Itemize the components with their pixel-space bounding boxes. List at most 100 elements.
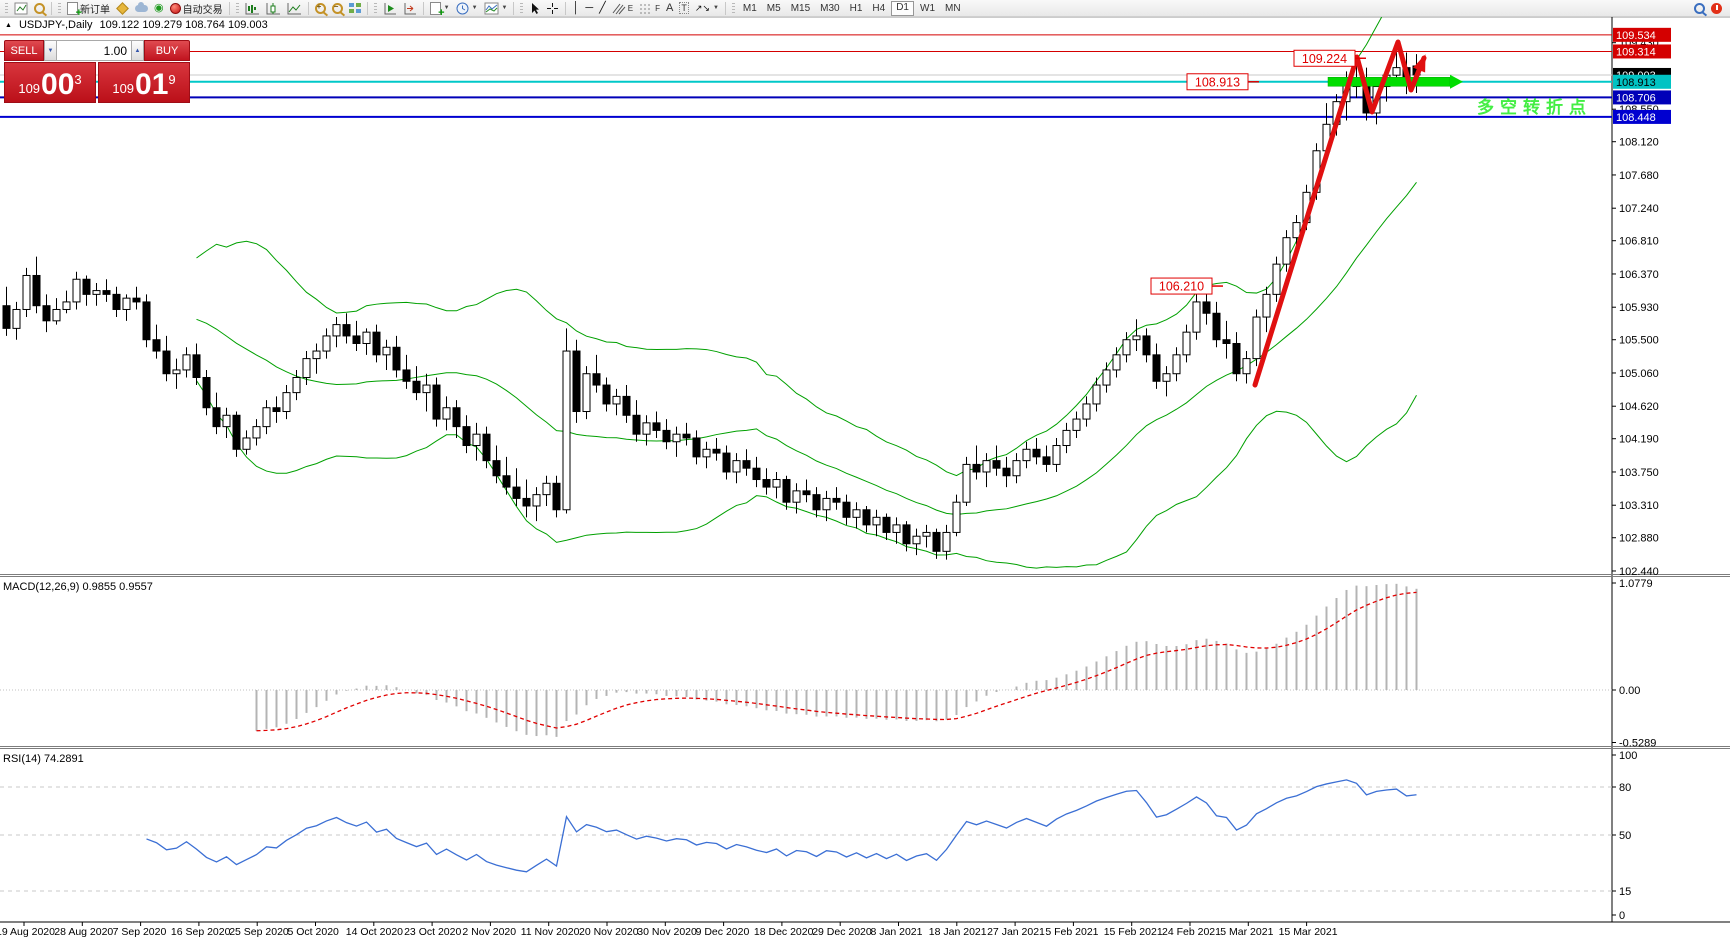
buy-button[interactable]: BUY (144, 40, 190, 61)
svg-text:9 Dec 2020: 9 Dec 2020 (696, 926, 750, 938)
chat-notification-icon[interactable] (1711, 2, 1722, 14)
arrows-icon: ↗↘ (694, 2, 710, 13)
cursor-icon (532, 2, 540, 14)
zoom-in-button[interactable]: + (312, 1, 329, 16)
auto-scroll-icon (384, 2, 396, 14)
annotations: 109.224 108.913 106.210 多空转折点 (1150, 39, 1586, 388)
svg-text:2 Nov 2020: 2 Nov 2020 (462, 926, 516, 938)
svg-text:107.240: 107.240 (1619, 203, 1659, 215)
crosshair-tool-button[interactable] (543, 1, 562, 16)
svg-text:-0.5289: -0.5289 (1619, 738, 1656, 750)
svg-text:105.500: 105.500 (1619, 335, 1659, 347)
tile-windows-icon (348, 3, 361, 13)
time-axis: 19 Aug 2020 28 Aug 2020 7 Sep 2020 16 Sep 2… (0, 922, 1338, 938)
svg-text:5 Feb 2021: 5 Feb 2021 (1045, 926, 1098, 938)
auto-trading-button[interactable]: 自动交易 (167, 1, 226, 16)
svg-text:50: 50 (1619, 830, 1631, 842)
timeframe-button-MN[interactable]: MN (945, 2, 961, 14)
auto-scroll-button[interactable] (380, 1, 400, 16)
text-tool-button[interactable]: A (663, 1, 676, 16)
vertical-line-tool-button[interactable]: │ (569, 1, 582, 16)
channel-tool-button[interactable]: F (636, 1, 663, 16)
svg-text:108.120: 108.120 (1619, 137, 1659, 149)
svg-text:103.310: 103.310 (1619, 500, 1659, 512)
cursor-tool-button[interactable] (526, 1, 543, 16)
volume-decrease-button[interactable]: ▼ (44, 40, 57, 61)
volume-input[interactable] (57, 40, 131, 61)
templates-button[interactable]: ▼ (481, 1, 511, 16)
svg-text:19 Aug 2020: 19 Aug 2020 (0, 926, 55, 938)
tile-windows-button[interactable] (346, 1, 364, 16)
candlestick-chart-button[interactable] (263, 1, 284, 16)
buy-price-box[interactable]: 109 01 9 (98, 62, 190, 103)
svg-text:7 Sep 2020: 7 Sep 2020 (113, 926, 167, 938)
svg-text:106.810: 106.810 (1619, 236, 1659, 248)
timeframe-button-H4[interactable]: H4 (872, 2, 886, 14)
clock-icon (456, 2, 469, 14)
timeframe-button-M1[interactable]: M1 (742, 2, 757, 14)
label-tool-button[interactable]: T (676, 1, 692, 16)
svg-text:15 Mar 2021: 15 Mar 2021 (1279, 926, 1338, 938)
indicators-icon (429, 1, 445, 19)
svg-text:25 Sep 2020: 25 Sep 2020 (229, 926, 289, 938)
search-icon (34, 2, 45, 14)
timeframe-button-H1[interactable]: H1 (849, 2, 863, 14)
timeframe-button-M5[interactable]: M5 (766, 2, 781, 14)
signal-button[interactable]: ◉ (151, 1, 167, 16)
trendline-tool-button[interactable]: ╱ (596, 1, 609, 16)
sell-price-box[interactable]: 109 00 3 (4, 62, 96, 103)
svg-text:0.00: 0.00 (1619, 685, 1640, 697)
svg-text:80: 80 (1619, 782, 1631, 794)
chart-shift-button[interactable] (400, 1, 420, 16)
svg-text:18 Jan 2021: 18 Jan 2021 (929, 926, 987, 938)
line-chart-icon (287, 2, 301, 14)
label-tool-icon: T (679, 2, 689, 14)
chart-window-icon (14, 2, 28, 14)
one-click-trading-panel: SELL ▼ ▲ BUY 109 00 3 109 01 9 (4, 40, 190, 103)
crosshair-icon (547, 2, 559, 14)
chevron-down-icon: ▼ (501, 5, 508, 11)
svg-text:105.060: 105.060 (1619, 368, 1659, 380)
timeframe-button-M15[interactable]: M15 (790, 2, 811, 14)
svg-text:11 Nov 2020: 11 Nov 2020 (521, 926, 580, 938)
fibonacci-tool-button[interactable]: E (609, 1, 636, 16)
svg-text:109.224: 109.224 (1302, 52, 1347, 66)
buy-price-sup: 9 (168, 72, 176, 87)
cloud-icon (135, 1, 148, 12)
search-icon[interactable] (1694, 2, 1705, 14)
market-watch-button[interactable] (31, 1, 48, 16)
timeframe-button-D1[interactable]: D1 (891, 0, 914, 16)
collapse-panel-icon[interactable]: ▲ (5, 21, 12, 29)
horizontal-line-tool-button[interactable]: ─ (582, 1, 596, 16)
main-price-pane (0, 17, 1612, 569)
svg-text:8 Jan 2021: 8 Jan 2021 (871, 926, 923, 938)
timeframe-button-W1[interactable]: W1 (920, 2, 935, 14)
cloud-button[interactable] (132, 1, 151, 16)
toolbar-grip (5, 2, 8, 14)
channel-icon (640, 4, 653, 13)
bar-chart-button[interactable] (242, 1, 263, 16)
svg-text:102.440: 102.440 (1619, 566, 1659, 578)
svg-text:108.913: 108.913 (1616, 77, 1656, 89)
zoom-out-button[interactable]: − (329, 1, 346, 16)
svg-text:108.706: 108.706 (1616, 92, 1656, 104)
periods-button[interactable]: ▼ (453, 1, 481, 16)
svg-text:106.370: 106.370 (1619, 269, 1659, 281)
svg-text:14 Oct 2020: 14 Oct 2020 (346, 926, 403, 938)
auto-trading-label: 自动交易 (182, 4, 223, 16)
timeframe-button-M30[interactable]: M30 (820, 2, 840, 14)
gold-button[interactable] (113, 1, 132, 16)
arrows-tool-button[interactable]: ↗↘ ▼ (692, 1, 722, 16)
line-chart-button[interactable] (284, 1, 305, 16)
svg-text:100: 100 (1619, 750, 1637, 762)
indicators-button[interactable]: ▼ (427, 1, 453, 19)
sell-button[interactable]: SELL (4, 40, 44, 61)
new-chart-button[interactable] (11, 1, 31, 16)
svg-text:20 Nov 2020: 20 Nov 2020 (579, 926, 639, 938)
new-order-icon (67, 1, 82, 19)
volume-increase-button[interactable]: ▲ (131, 40, 144, 61)
new-order-button[interactable]: 新订单 (64, 1, 113, 19)
signal-icon: ◉ (154, 1, 164, 14)
svg-text:24 Feb 2021: 24 Feb 2021 (1162, 926, 1221, 938)
